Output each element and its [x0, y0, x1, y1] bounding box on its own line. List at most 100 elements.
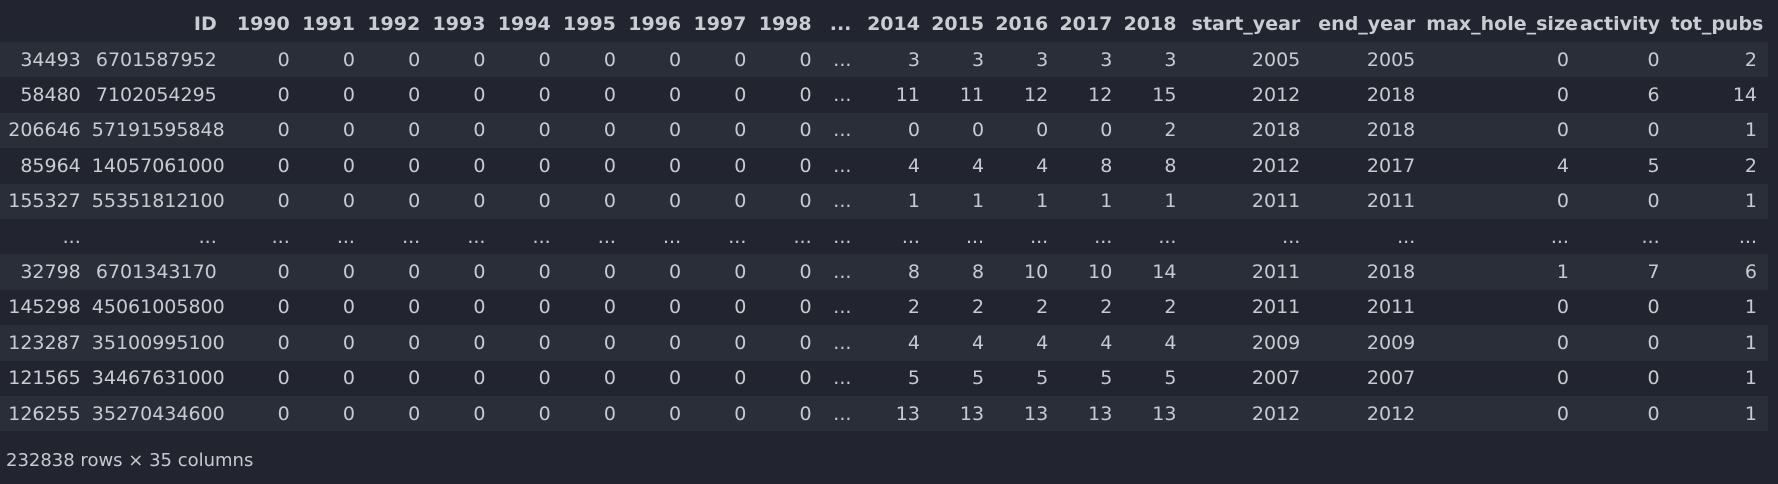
table-cell: 3 — [1036, 48, 1049, 71]
table-cell: 0 — [538, 402, 551, 425]
table-cell: ... — [1030, 225, 1049, 248]
table-cell: 4 — [1036, 331, 1049, 354]
table-cell: 0 — [342, 119, 355, 142]
table-cell: 1 — [1744, 296, 1757, 319]
table-cell: 0 — [669, 84, 682, 107]
table-cell: 0 — [473, 84, 486, 107]
table-cell: 0 — [603, 261, 616, 284]
table-cell: ... — [1282, 225, 1301, 248]
table-cell: ... — [833, 119, 852, 142]
table-cell: 35100995100 — [91, 331, 225, 354]
table-cell: 0 — [538, 261, 551, 284]
table-cell: 0 — [538, 154, 551, 177]
table-cell: 0 — [1556, 48, 1569, 71]
table-cell: 0 — [1036, 119, 1049, 142]
table-cell: 8 — [1100, 154, 1113, 177]
table-body: 34493 6701587952 0 0 0 0 0 0 0 0 0... 3 3 3 3 3 2005 2005… — [0, 42, 1768, 432]
column-header: 2015 — [931, 12, 985, 35]
table-cell: 12 — [1088, 84, 1113, 107]
table-cell: 4 — [907, 154, 920, 177]
table-cell: 0 — [669, 190, 682, 213]
table-row: 145298 45061005800 0 0 0 0 0 0 0 0 0... 2 2 2 2 2 2011 20… — [0, 289, 1768, 326]
table-cell: 2 — [1744, 154, 1757, 177]
table-cell: 45061005800 — [91, 296, 225, 319]
table-cell: 0 — [1556, 190, 1569, 213]
table-cell: 0 — [603, 190, 616, 213]
table-cell: 0 — [1647, 402, 1660, 425]
table-cell: 4 — [971, 154, 985, 177]
table-cell: 0 — [538, 367, 551, 390]
column-header: max_hole_size — [1426, 12, 1578, 35]
table-cell: 0 — [408, 296, 421, 319]
column-header: 1996 — [628, 12, 682, 35]
table-cell: ... — [198, 225, 217, 248]
table-cell: 2 — [1036, 296, 1049, 319]
table-cell: 0 — [408, 119, 421, 142]
table-cell: 11 — [895, 84, 920, 107]
table-cell: 0 — [1647, 119, 1660, 142]
table-cell: 1 — [971, 190, 985, 213]
table-cell: 2007 — [1251, 367, 1301, 390]
column-header: 2016 — [995, 12, 1049, 35]
table-cell: ... — [965, 225, 985, 248]
table-cell: 0 — [1647, 48, 1660, 71]
dataframe-table: ID 1990 1991 1992 1993 1994 1995 1996 1997 1998..… — [0, 5, 1768, 432]
table-cell: 0 — [342, 48, 355, 71]
table-cell: ... — [728, 225, 747, 248]
table-cell: 14057061000 — [91, 154, 225, 177]
table-cell: ... — [1158, 225, 1177, 248]
table-cell: 5 — [1647, 154, 1660, 177]
table-cell: 10 — [1088, 261, 1113, 284]
table-cell: 0 — [473, 331, 486, 354]
table-cell: 0 — [799, 119, 812, 142]
table-cell: 1 — [1744, 119, 1757, 142]
table-cell: 8 — [1164, 154, 1177, 177]
table-cell: 7 — [1647, 261, 1660, 284]
index-header — [0, 5, 92, 42]
table-cell: 5 — [1100, 367, 1113, 390]
table-cell: 0 — [669, 402, 682, 425]
table-cell: 0 — [669, 296, 682, 319]
table-cell: 0 — [277, 119, 290, 142]
dataframe-shape-label: 232838 rows × 35 columns — [6, 450, 254, 471]
table-cell: 0 — [277, 367, 290, 390]
table-cell: 0 — [342, 367, 355, 390]
table-cell: ... — [833, 402, 852, 425]
table-cell: 2018 — [1251, 119, 1301, 142]
table-cell: 0 — [342, 154, 355, 177]
table-cell: 0 — [277, 190, 290, 213]
table-cell: 0 — [799, 296, 812, 319]
table-cell: 0 — [1647, 331, 1660, 354]
table-cell: 0 — [1556, 296, 1569, 319]
table-cell: 0 — [603, 402, 616, 425]
column-header: 1997 — [693, 12, 747, 35]
table-cell: 0 — [734, 119, 747, 142]
row-index: 123287 — [8, 331, 81, 354]
table-cell: ... — [833, 261, 852, 284]
table-cell: 2018 — [1366, 119, 1416, 142]
table-cell: 6 — [1647, 84, 1660, 107]
column-header: 2017 — [1059, 12, 1113, 35]
table-cell: 0 — [734, 331, 747, 354]
column-header: 2014 — [867, 12, 920, 35]
table-cell: ... — [1094, 225, 1113, 248]
table-cell: 12 — [1024, 84, 1049, 107]
table-cell: 0 — [603, 367, 616, 390]
table-cell: 2005 — [1251, 48, 1301, 71]
table-cell: 2018 — [1366, 84, 1416, 107]
table-cell: 2011 — [1251, 190, 1301, 213]
table-cell: 5 — [1164, 367, 1177, 390]
table-cell: ... — [833, 48, 852, 71]
table-cell: 0 — [473, 402, 486, 425]
table-cell: 3 — [1100, 48, 1113, 71]
table-cell: 0 — [408, 367, 421, 390]
table-cell: 1 — [1744, 367, 1757, 390]
table-cell: 0 — [408, 84, 421, 107]
table-cell: 4 — [971, 331, 985, 354]
table-cell: 0 — [538, 84, 551, 107]
table-cell: ... — [1397, 225, 1416, 248]
table-cell: 1 — [1556, 261, 1569, 284]
table-cell: 55351812100 — [91, 190, 225, 213]
table-cell: 0 — [1647, 190, 1660, 213]
column-header: 1991 — [302, 12, 355, 35]
